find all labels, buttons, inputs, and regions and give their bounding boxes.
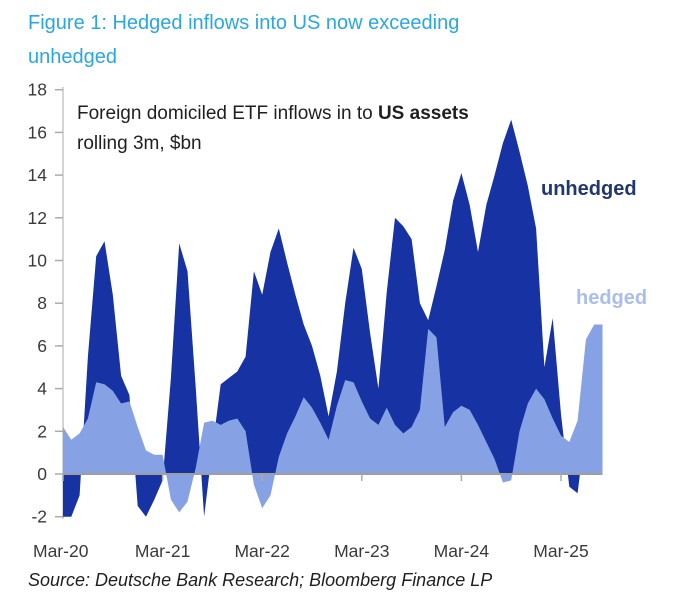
y-axis-label: 4 (37, 379, 47, 399)
annotation-text: Foreign domiciled ETF inflows in to (77, 103, 378, 124)
annotation-bold-text: US assets (377, 103, 469, 124)
y-axis-label: 18 (28, 80, 47, 100)
x-axis-label: Mar-21 (135, 541, 190, 561)
y-axis-label: -2 (31, 507, 47, 527)
legend-hedged-label: hedged (576, 287, 648, 309)
chart-annotation: Foreign domiciled ETF inflows in to US a… (77, 99, 597, 159)
annotation-line1: Foreign domiciled ETF inflows in to US a… (77, 99, 597, 129)
figure-title-line2: unhedged (28, 46, 117, 68)
source-note: Source: Deutsche Bank Research; Bloomber… (28, 570, 493, 590)
y-axis-label: 14 (28, 165, 48, 185)
x-axis-label: Mar-23 (334, 541, 389, 561)
x-axis-label: Mar-24 (434, 541, 490, 561)
legend-unhedged-label: unhedged (541, 178, 637, 200)
x-axis-label: Mar-22 (234, 541, 289, 561)
y-axis-label: 12 (28, 208, 47, 228)
y-axis-label: 0 (37, 464, 47, 484)
x-axis-label: Mar-20 (33, 541, 89, 561)
x-axis-label: Mar-25 (533, 541, 588, 561)
y-axis-label: 2 (37, 421, 47, 441)
hedged-area (63, 324, 603, 513)
y-axis-label: 6 (37, 336, 47, 356)
y-axis-label: 10 (28, 251, 48, 271)
annotation-line2: rolling 3m, $bn (77, 133, 202, 154)
figure-title: Figure 1: Hedged inflows into US now exc… (28, 6, 628, 74)
figure-title-line1: Figure 1: Hedged inflows into US now exc… (28, 12, 460, 34)
y-axis-label: 16 (28, 122, 47, 142)
y-axis-label: 8 (37, 293, 47, 313)
